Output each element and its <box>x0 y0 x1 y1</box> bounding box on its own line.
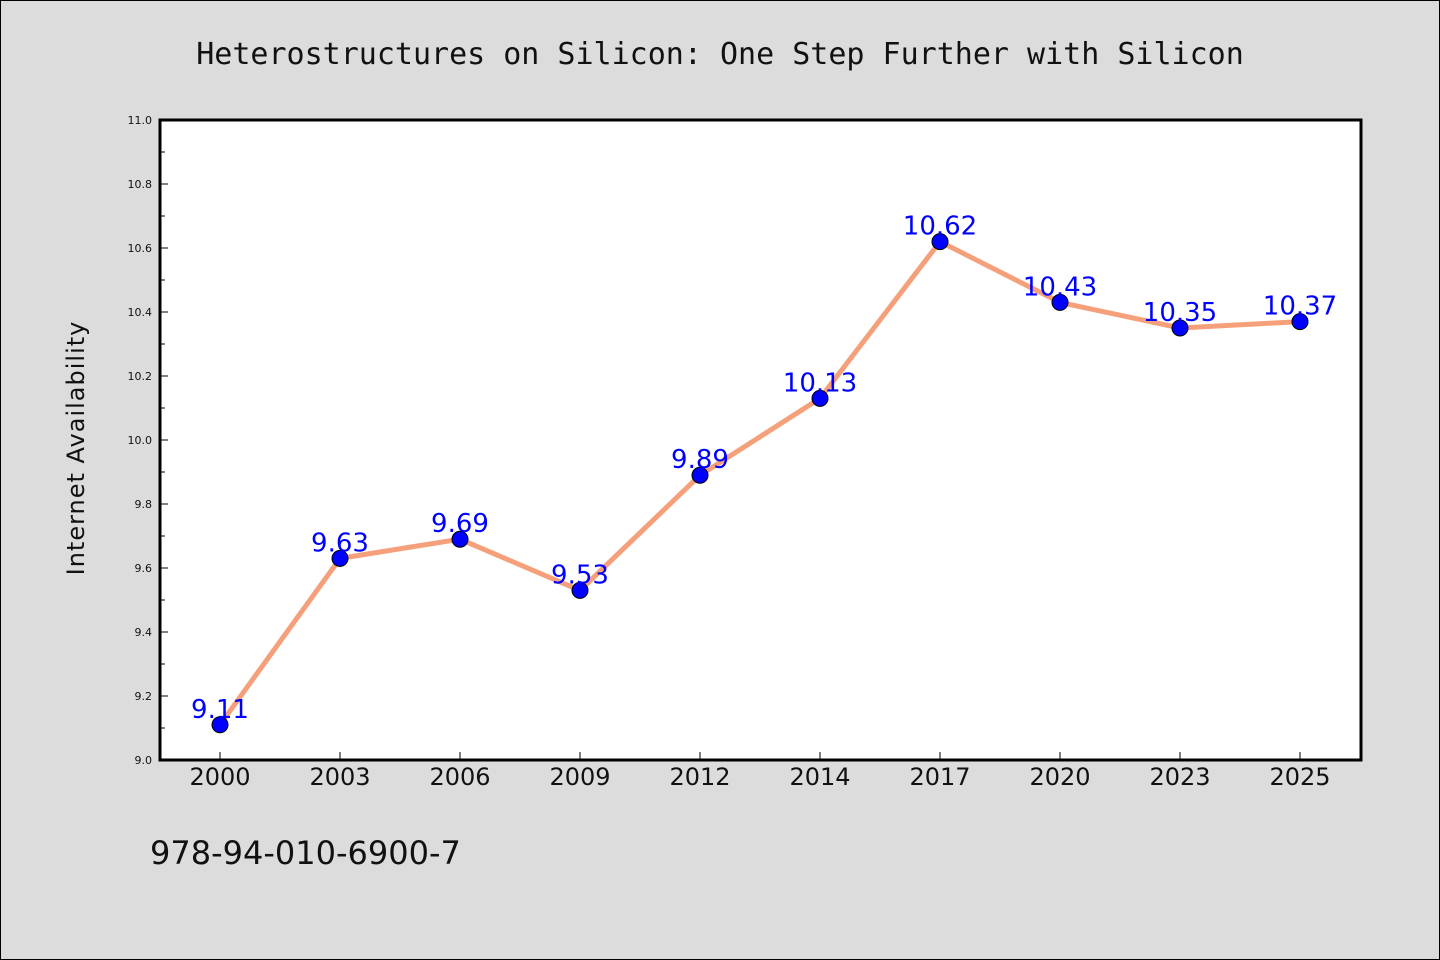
x-tick-label: 2000 <box>189 763 250 791</box>
y-tick-label: 10.2 <box>128 370 153 383</box>
footer-isbn: 978-94-010-6900-7 <box>150 834 461 872</box>
data-label: 10.43 <box>1023 272 1097 302</box>
x-tick-label: 2017 <box>909 763 970 791</box>
x-tick-label: 2014 <box>789 763 850 791</box>
data-point <box>211 716 229 734</box>
y-tick-label: 10.0 <box>128 434 153 447</box>
data-point <box>811 389 829 407</box>
y-tick-label: 9.2 <box>135 690 153 703</box>
data-point <box>331 549 349 567</box>
data-label: 10.37 <box>1263 292 1337 322</box>
data-labels: 9.11 9.63 9.69 9.53 9.89 10.13 10.62 10.43 10.35… <box>191 212 1337 725</box>
data-point <box>1291 313 1309 331</box>
data-point <box>1171 319 1189 337</box>
x-tick-label: 2009 <box>549 763 610 791</box>
y-tick-label: 9.0 <box>135 754 153 767</box>
y-axis-label: Internet Availability <box>62 321 90 576</box>
data-label: 10.35 <box>1143 298 1217 328</box>
data-point <box>1051 293 1069 311</box>
x-axis: 2000 2003 2006 2009 2012 2014 2017 2020 2023 2025 <box>189 752 1331 791</box>
data-label: 9.89 <box>671 445 729 475</box>
x-tick-label: 2020 <box>1029 763 1090 791</box>
data-label: 10.13 <box>783 368 857 398</box>
y-tick-label: 10.6 <box>128 242 153 255</box>
data-point <box>931 233 949 251</box>
y-tick-label: 9.4 <box>135 626 153 639</box>
x-tick-label: 2006 <box>429 763 490 791</box>
x-tick-label: 2012 <box>669 763 730 791</box>
data-point <box>451 530 469 548</box>
data-point <box>691 466 709 484</box>
data-label: 9.63 <box>311 528 369 558</box>
data-markers <box>211 233 1309 734</box>
x-tick-label: 2023 <box>1149 763 1210 791</box>
series-line <box>217 239 1301 727</box>
y-tick-label: 9.8 <box>135 498 153 511</box>
data-label: 10.62 <box>903 212 977 242</box>
plot-area <box>158 118 1363 762</box>
data-label: 9.53 <box>551 560 609 590</box>
y-tick-label: 9.6 <box>135 562 153 575</box>
y-axis: 9.0 9.2 9.4 9.6 9.8 10.0 10.2 10.4 10.6 10.8 11.0 <box>128 114 168 767</box>
x-tick-label: 2003 <box>309 763 370 791</box>
x-tick-label: 2025 <box>1269 763 1330 791</box>
y-tick-label: 10.4 <box>128 306 153 319</box>
y-tick-label: 10.8 <box>128 178 153 191</box>
chart-title: Heterostructures on Silicon: One Step Fu… <box>196 37 1244 72</box>
data-label: 9.11 <box>191 695 249 725</box>
data-point <box>571 581 589 599</box>
y-tick-label: 11.0 <box>128 114 153 127</box>
data-label: 9.69 <box>431 509 489 539</box>
